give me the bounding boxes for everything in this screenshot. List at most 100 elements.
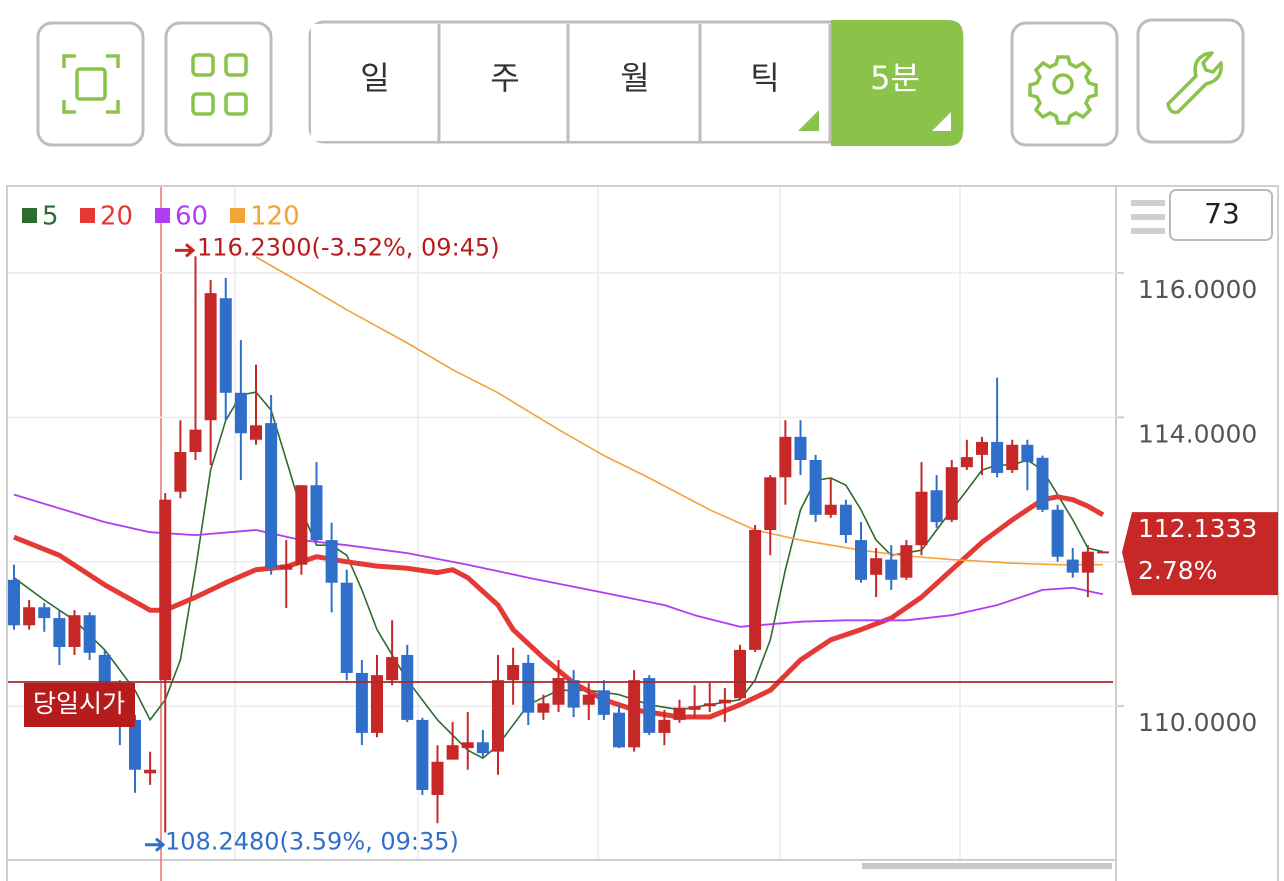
candle-body	[1036, 457, 1049, 510]
candle-body	[431, 761, 444, 796]
last-change-label: 2.78%	[1138, 556, 1217, 585]
submenu-marker	[932, 112, 951, 131]
tab-label: 주	[490, 59, 519, 97]
scrollbar[interactable]	[862, 863, 1112, 869]
candle-body	[885, 559, 898, 580]
y-tick-label: 114.0000	[1138, 419, 1257, 448]
candle-body	[597, 690, 610, 715]
candle-body	[1066, 559, 1079, 573]
tab-label: 5분	[870, 59, 920, 97]
candle-body	[280, 564, 293, 570]
layout-button[interactable]	[164, 21, 273, 147]
candle-body	[734, 649, 746, 699]
tab[interactable]	[439, 24, 568, 141]
candle-body	[355, 672, 368, 733]
candle-body	[129, 719, 141, 770]
tab[interactable]	[311, 24, 438, 141]
menu-icon[interactable]	[1131, 200, 1165, 234]
last-price-box	[1122, 512, 1278, 596]
legend-label: 60	[175, 202, 208, 232]
candle-body	[688, 706, 701, 710]
low-label: 108.2480(3.59%, 09:35)	[165, 828, 459, 856]
layout-icon	[191, 53, 248, 116]
candle-body	[386, 657, 399, 681]
candle-body	[552, 678, 565, 705]
candle-body	[658, 719, 671, 733]
tab-label: 월	[620, 59, 649, 97]
candle-body	[779, 436, 792, 478]
clear-icon[interactable]	[1237, 206, 1257, 226]
toolbar: 일 주 월 틱 5분	[36, 18, 1245, 147]
tab-label: 틱	[750, 59, 779, 97]
candle-body	[900, 545, 913, 578]
candle-body	[23, 607, 36, 626]
tab-dividers	[437, 24, 832, 141]
last-price-label: 112.1333	[1138, 514, 1257, 543]
candle-body	[522, 662, 535, 713]
candle-body	[144, 769, 157, 774]
candle-body	[976, 441, 988, 455]
tab[interactable]	[569, 24, 700, 141]
legend-label: 20	[100, 202, 133, 232]
candle-body	[643, 678, 656, 733]
candle-body	[749, 529, 762, 650]
legend-swatch	[22, 208, 37, 223]
candle-body	[794, 436, 807, 460]
candle-body	[870, 558, 883, 575]
candle-body	[159, 499, 172, 681]
candle-body	[295, 485, 308, 565]
candle-body	[1006, 444, 1019, 471]
candle-body	[189, 429, 202, 453]
candle-body	[915, 491, 928, 546]
candle-body	[824, 504, 837, 515]
candle-body	[325, 540, 338, 583]
settings-button[interactable]	[1010, 21, 1119, 147]
candle-body	[371, 675, 383, 733]
candle-body	[991, 441, 1004, 473]
submenu-marker	[798, 110, 819, 131]
moving-average-line	[13, 493, 1104, 628]
candle-body	[628, 680, 641, 748]
tab[interactable]	[831, 20, 963, 146]
count-widget: 73	[1131, 189, 1273, 241]
candle-body	[219, 298, 232, 393]
candle-body	[839, 504, 852, 536]
candle-body	[960, 457, 973, 468]
candle-body	[250, 425, 262, 440]
open-price-label: 당일시가	[33, 689, 125, 718]
candle-body	[930, 490, 943, 523]
fullscreen-button[interactable]	[36, 21, 145, 147]
count-box[interactable]	[1169, 189, 1273, 241]
candle-body	[764, 477, 777, 530]
candle-body	[613, 712, 625, 748]
candle-body	[8, 579, 20, 626]
count-value: 73	[1204, 197, 1240, 230]
candle-body	[310, 485, 323, 541]
candle-body	[204, 293, 217, 421]
candle-body	[1097, 551, 1109, 554]
candle-body	[68, 615, 81, 647]
candle-body	[809, 459, 822, 515]
candle-body	[673, 707, 686, 720]
tools-icon	[1166, 51, 1223, 115]
y-tick-label: 116.0000	[1138, 275, 1257, 304]
candle-body	[234, 392, 247, 434]
candle-body	[401, 654, 414, 720]
legend-label: 120	[250, 202, 300, 232]
candle-body	[492, 680, 504, 752]
candle-body	[446, 745, 459, 760]
candle-body	[265, 423, 278, 569]
candle-body	[567, 680, 580, 708]
candle-body	[507, 665, 520, 681]
candle-body	[1081, 551, 1094, 573]
legend-label: 5	[42, 202, 59, 232]
legend-swatch	[80, 208, 95, 223]
chart-frame	[6, 185, 1279, 881]
candle-body	[537, 703, 550, 713]
candle-body	[855, 540, 867, 580]
candle-body	[416, 719, 429, 790]
candle-body	[461, 742, 474, 749]
fullscreen-icon	[62, 54, 120, 114]
candle-body	[718, 699, 731, 704]
